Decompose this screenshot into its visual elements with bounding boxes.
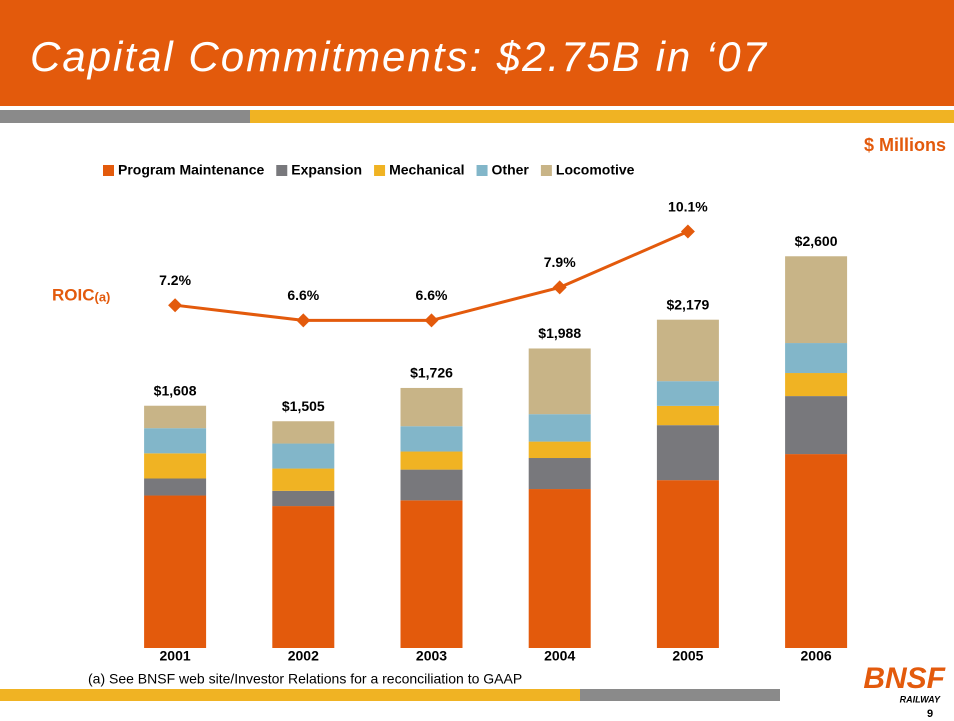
bar-segment [785, 343, 848, 374]
bar-segment [528, 441, 591, 459]
legend-label: Program Maintenance [118, 162, 264, 178]
roic-note: (a) [95, 289, 111, 304]
roic-label: 7.2% [159, 272, 191, 288]
bar-segment [656, 480, 719, 648]
bar-segment [656, 425, 719, 481]
x-tick-label: 2004 [544, 648, 575, 664]
legend-swatch [476, 165, 488, 176]
bar-segment [528, 348, 591, 415]
stripe-gray [0, 110, 250, 123]
bar-segment [656, 405, 719, 426]
bar-segment [272, 468, 335, 491]
roic-label: 10.1% [668, 198, 708, 214]
roic-label: 6.6% [287, 287, 319, 303]
legend-swatch [103, 165, 114, 176]
slide-title: Capital Commitments: $2.75B in ‘07 [30, 33, 768, 80]
bar-segment [144, 478, 207, 496]
roic-marker [680, 224, 695, 239]
total-label: $1,726 [410, 365, 453, 381]
unit-label: $ Millions [864, 135, 946, 155]
roic-marker [168, 298, 183, 313]
roic-marker [424, 313, 439, 328]
roic-name: ROIC [52, 285, 95, 304]
footer-gray [580, 689, 780, 701]
bar-segment [400, 451, 463, 470]
legend-swatch [374, 165, 386, 176]
bar-segment [400, 426, 463, 452]
legend-label: Other [492, 162, 530, 178]
bar-segment [528, 458, 591, 490]
bar-segment [656, 319, 719, 382]
bar-segment [272, 443, 335, 469]
bar-segment [785, 373, 848, 397]
x-tick-label: 2006 [801, 648, 832, 664]
bar-segment [144, 453, 207, 479]
bar-segment [785, 454, 848, 648]
roic-marker [552, 280, 567, 295]
bar-segment [400, 387, 463, 427]
bar-segment [656, 381, 719, 406]
legend-swatch [276, 165, 288, 176]
roic-label: 6.6% [416, 287, 448, 303]
roic-label: 7.9% [544, 254, 576, 270]
bar-segment [785, 396, 848, 455]
bar-segment [400, 500, 463, 648]
bar-segment [144, 405, 207, 429]
legend-swatch [540, 165, 552, 176]
bar-segment [528, 414, 591, 442]
total-label: $1,608 [154, 382, 197, 398]
bar-segment [144, 428, 207, 454]
x-tick-label: 2001 [160, 648, 191, 664]
x-tick-label: 2003 [416, 648, 447, 664]
bar-segment [272, 506, 335, 648]
total-label: $1,505 [282, 398, 325, 414]
total-label: $2,600 [795, 233, 838, 249]
footer-yellow [0, 689, 580, 701]
logo-brand: BNSF [863, 662, 945, 695]
legend-label: Mechanical [389, 162, 464, 178]
bar-segment [400, 469, 463, 501]
x-tick-label: 2005 [672, 648, 703, 664]
page-number: 9 [927, 708, 933, 720]
bar-segment [272, 490, 335, 507]
legend-label: Expansion [291, 162, 362, 178]
logo-sub: RAILWAY [900, 694, 941, 704]
roic-marker [296, 313, 311, 328]
x-tick-label: 2002 [288, 648, 319, 664]
header-band [0, 0, 954, 106]
bar-segment [785, 256, 848, 344]
bar-segment [528, 489, 591, 648]
total-label: $1,988 [538, 325, 581, 341]
legend-label: Locomotive [556, 162, 635, 178]
bar-segment [272, 421, 335, 444]
footnote: (a) See BNSF web site/Investor Relations… [88, 671, 522, 687]
total-label: $2,179 [666, 296, 709, 312]
bar-segment [144, 495, 207, 648]
stripe-yellow [250, 110, 954, 123]
